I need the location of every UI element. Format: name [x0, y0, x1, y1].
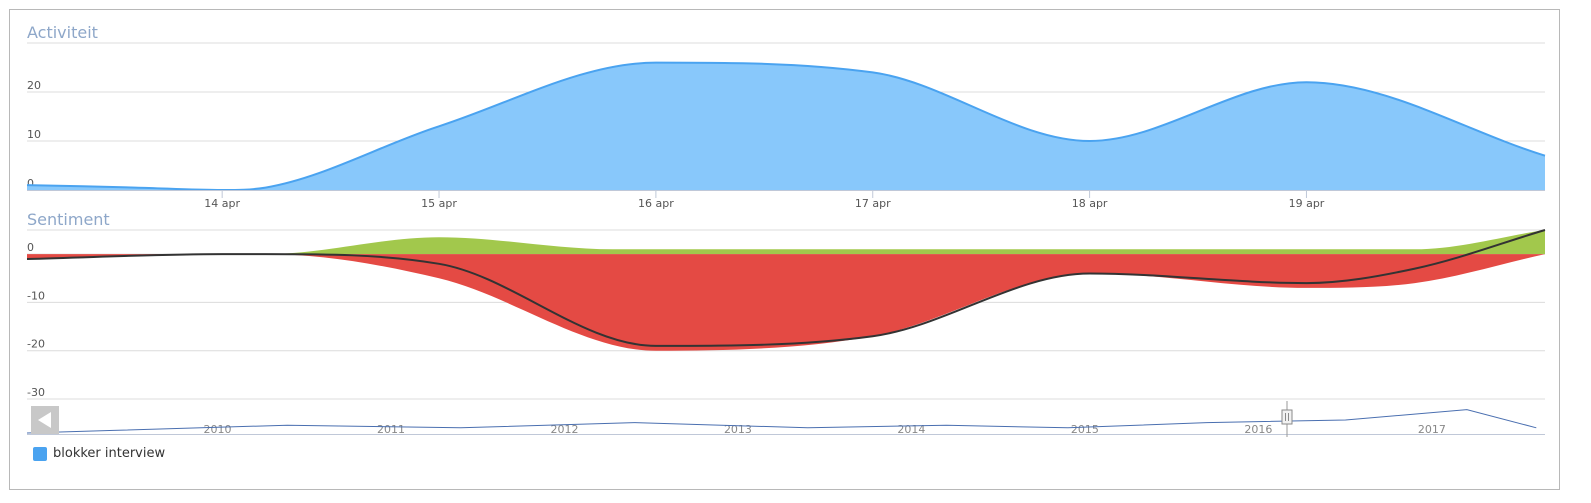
legend-label: blokker interview: [53, 446, 166, 461]
activiteit-y-tick-label: 20: [27, 79, 41, 92]
legend-item[interactable]: blokker interview: [33, 446, 165, 461]
activiteit-y-tick-label: 10: [27, 128, 41, 141]
sentiment-y-tick-label: -30: [27, 386, 45, 399]
navigator-tick-label: 2014: [897, 423, 925, 436]
activiteit-title: Activiteit: [27, 23, 98, 42]
chevron-left-icon: [38, 412, 51, 428]
navigator-tick-label: 2012: [550, 423, 578, 436]
navigator-tick-label: 2016: [1244, 423, 1272, 436]
navigator-tick-label: 2015: [1071, 423, 1099, 436]
navigator-series-line: [26, 409, 1537, 434]
activiteit-x-tick-label: 17 apr: [855, 197, 891, 210]
navigator-handle[interactable]: [1281, 409, 1293, 425]
activiteit-x-tick-label: 18 apr: [1072, 197, 1108, 210]
activiteit-line: [26, 61, 1546, 192]
activiteit-x-tick-label: 14 apr: [204, 197, 240, 210]
navigator-tick-label: 2010: [203, 423, 231, 436]
sentiment-net-line: [26, 229, 1546, 347]
activiteit-x-tick-label: 19 apr: [1289, 197, 1325, 210]
navigator-tick-label: 2011: [377, 423, 405, 436]
sentiment-y-tick-label: 0: [27, 241, 34, 254]
activiteit-y-tick-label: 0: [27, 177, 34, 190]
sentiment-y-ticks: 0 -10 -20 -30: [27, 241, 45, 399]
navigator-bg: [27, 404, 1545, 434]
sentiment-series: [26, 229, 1546, 351]
sentiment-positive-area: [27, 230, 1545, 255]
activiteit-x-tick-label: 16 apr: [638, 197, 674, 210]
activiteit-series: [26, 61, 1546, 192]
sentiment-y-tick-label: -20: [27, 338, 45, 351]
navigator-tick-label: 2017: [1418, 423, 1446, 436]
activiteit-area: [27, 62, 1545, 190]
navigator-back-button[interactable]: [31, 406, 59, 434]
navigator[interactable]: 2010 2011 2012 2013 2014 2015 2016 2017: [26, 401, 1545, 437]
activiteit-y-ticks: 0 10 20: [27, 79, 41, 190]
sentiment-negative-area: [27, 254, 1545, 351]
sentiment-y-tick-label: -10: [27, 289, 45, 302]
sentiment-title: Sentiment: [27, 210, 110, 229]
activiteit-x-tick-label: 15 apr: [421, 197, 457, 210]
activiteit-x-ticks: 14 apr 15 apr 16 apr 17 apr 18 apr 19 apr: [27, 190, 1545, 210]
legend-swatch: [33, 446, 47, 461]
